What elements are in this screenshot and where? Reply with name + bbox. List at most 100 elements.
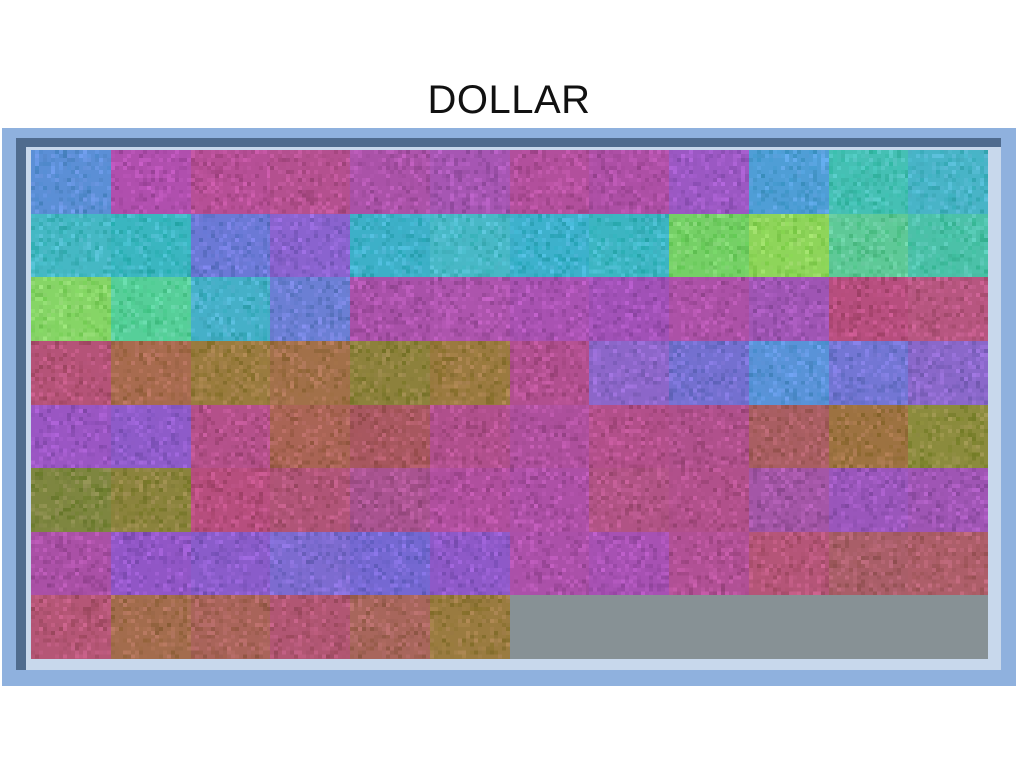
tile-texture [270, 468, 350, 532]
tile-texture [110, 277, 191, 341]
tile-texture [350, 150, 430, 214]
tile-r2-c9 [669, 213, 749, 278]
tile-texture [908, 150, 988, 214]
tile-r6-c6 [429, 468, 510, 532]
tile-texture [110, 404, 191, 469]
tile-texture [190, 595, 271, 659]
tile-r2-c2 [110, 213, 191, 278]
tile-r6-c2 [110, 468, 191, 532]
tile-texture [429, 531, 510, 596]
tile-texture [748, 404, 829, 469]
tile-texture [748, 213, 829, 278]
tile-texture [31, 404, 111, 469]
tile-r2-c1 [31, 213, 111, 278]
tile-texture [509, 277, 590, 341]
tile-r5-c12 [908, 404, 988, 469]
tile-texture [190, 531, 271, 596]
tile-r4-c9 [669, 340, 749, 405]
tile-r1-c1 [31, 150, 111, 214]
tile-texture [828, 340, 909, 405]
tile-r4-c6 [429, 340, 510, 405]
tile-r3-c1 [31, 277, 111, 341]
tile-r3-c6 [429, 277, 510, 341]
tile-texture [31, 531, 111, 596]
tile-r4-c5 [350, 340, 430, 405]
tile-r7-c3 [190, 531, 271, 596]
tile-texture [509, 213, 590, 278]
tile-r7-c7 [509, 531, 590, 596]
tile-texture [270, 340, 350, 405]
tile-texture [669, 531, 749, 596]
tile-r5-c3 [190, 404, 271, 469]
tile-texture [828, 468, 909, 532]
tile-r6-c4 [270, 468, 350, 532]
tile-texture [110, 468, 191, 532]
tile-texture [429, 340, 510, 405]
tile-r7-c10 [748, 531, 829, 596]
tile-r6-c11 [828, 468, 909, 532]
tile-texture [509, 404, 590, 469]
tile-texture [908, 277, 988, 341]
tile-texture [429, 277, 510, 341]
tile-r1-c4 [270, 150, 350, 214]
tile-texture [31, 340, 111, 405]
tile-r4-c1 [31, 340, 111, 405]
tile-texture [31, 213, 111, 278]
tile-texture [190, 213, 271, 278]
tile-texture [669, 150, 749, 214]
tile-r3-c12 [908, 277, 988, 341]
tile-r5-c10 [748, 404, 829, 469]
tile-texture [669, 404, 749, 469]
tile-r4-c4 [270, 340, 350, 405]
tile-texture [270, 595, 350, 659]
tile-r1-c9 [669, 150, 749, 214]
tile-texture [748, 340, 829, 405]
tile-r3-c3 [190, 277, 271, 341]
tile-r1-c7 [509, 150, 590, 214]
tile-r8-c5 [350, 595, 430, 659]
tile-r4-c10 [748, 340, 829, 405]
tile-texture [350, 595, 430, 659]
tile-texture [110, 150, 191, 214]
tile-r2-c12 [908, 213, 988, 278]
tile-r7-c8 [589, 531, 669, 596]
tile-r5-c5 [350, 404, 430, 469]
tile-r1-c11 [828, 150, 909, 214]
tile-texture [31, 277, 111, 341]
tile-texture [429, 595, 510, 659]
tile-texture [429, 404, 510, 469]
tile-r3-c8 [589, 277, 669, 341]
tile-texture [31, 150, 111, 214]
tile-texture [190, 150, 271, 214]
tile-r6-c3 [190, 468, 271, 532]
tile-r2-c8 [589, 213, 669, 278]
tile-r5-c7 [509, 404, 590, 469]
tile-texture [190, 277, 271, 341]
tile-r7-c11 [828, 531, 909, 596]
tile-texture [509, 468, 590, 532]
tile-r5-c2 [110, 404, 191, 469]
tile-grid [31, 150, 988, 659]
tile-r1-c2 [110, 150, 191, 214]
tile-r3-c7 [509, 277, 590, 341]
tile-r2-c10 [748, 213, 829, 278]
tile-r3-c4 [270, 277, 350, 341]
tile-r4-c3 [190, 340, 271, 405]
tile-texture [31, 468, 111, 532]
tile-texture [828, 213, 909, 278]
tile-r8-c1 [31, 595, 111, 659]
tile-r5-c9 [669, 404, 749, 469]
tile-r3-c2 [110, 277, 191, 341]
tile-texture [589, 468, 669, 532]
tile-r4-c8 [589, 340, 669, 405]
tile-r6-c5 [350, 468, 430, 532]
tile-texture [589, 404, 669, 469]
tile-r5-c6 [429, 404, 510, 469]
tile-texture [110, 531, 191, 596]
tile-r6-c7 [509, 468, 590, 532]
tile-texture [589, 150, 669, 214]
tile-texture [270, 213, 350, 278]
tile-r2-c3 [190, 213, 271, 278]
plot-frame-shadow-top [16, 138, 1001, 147]
empty-region [509, 595, 988, 659]
